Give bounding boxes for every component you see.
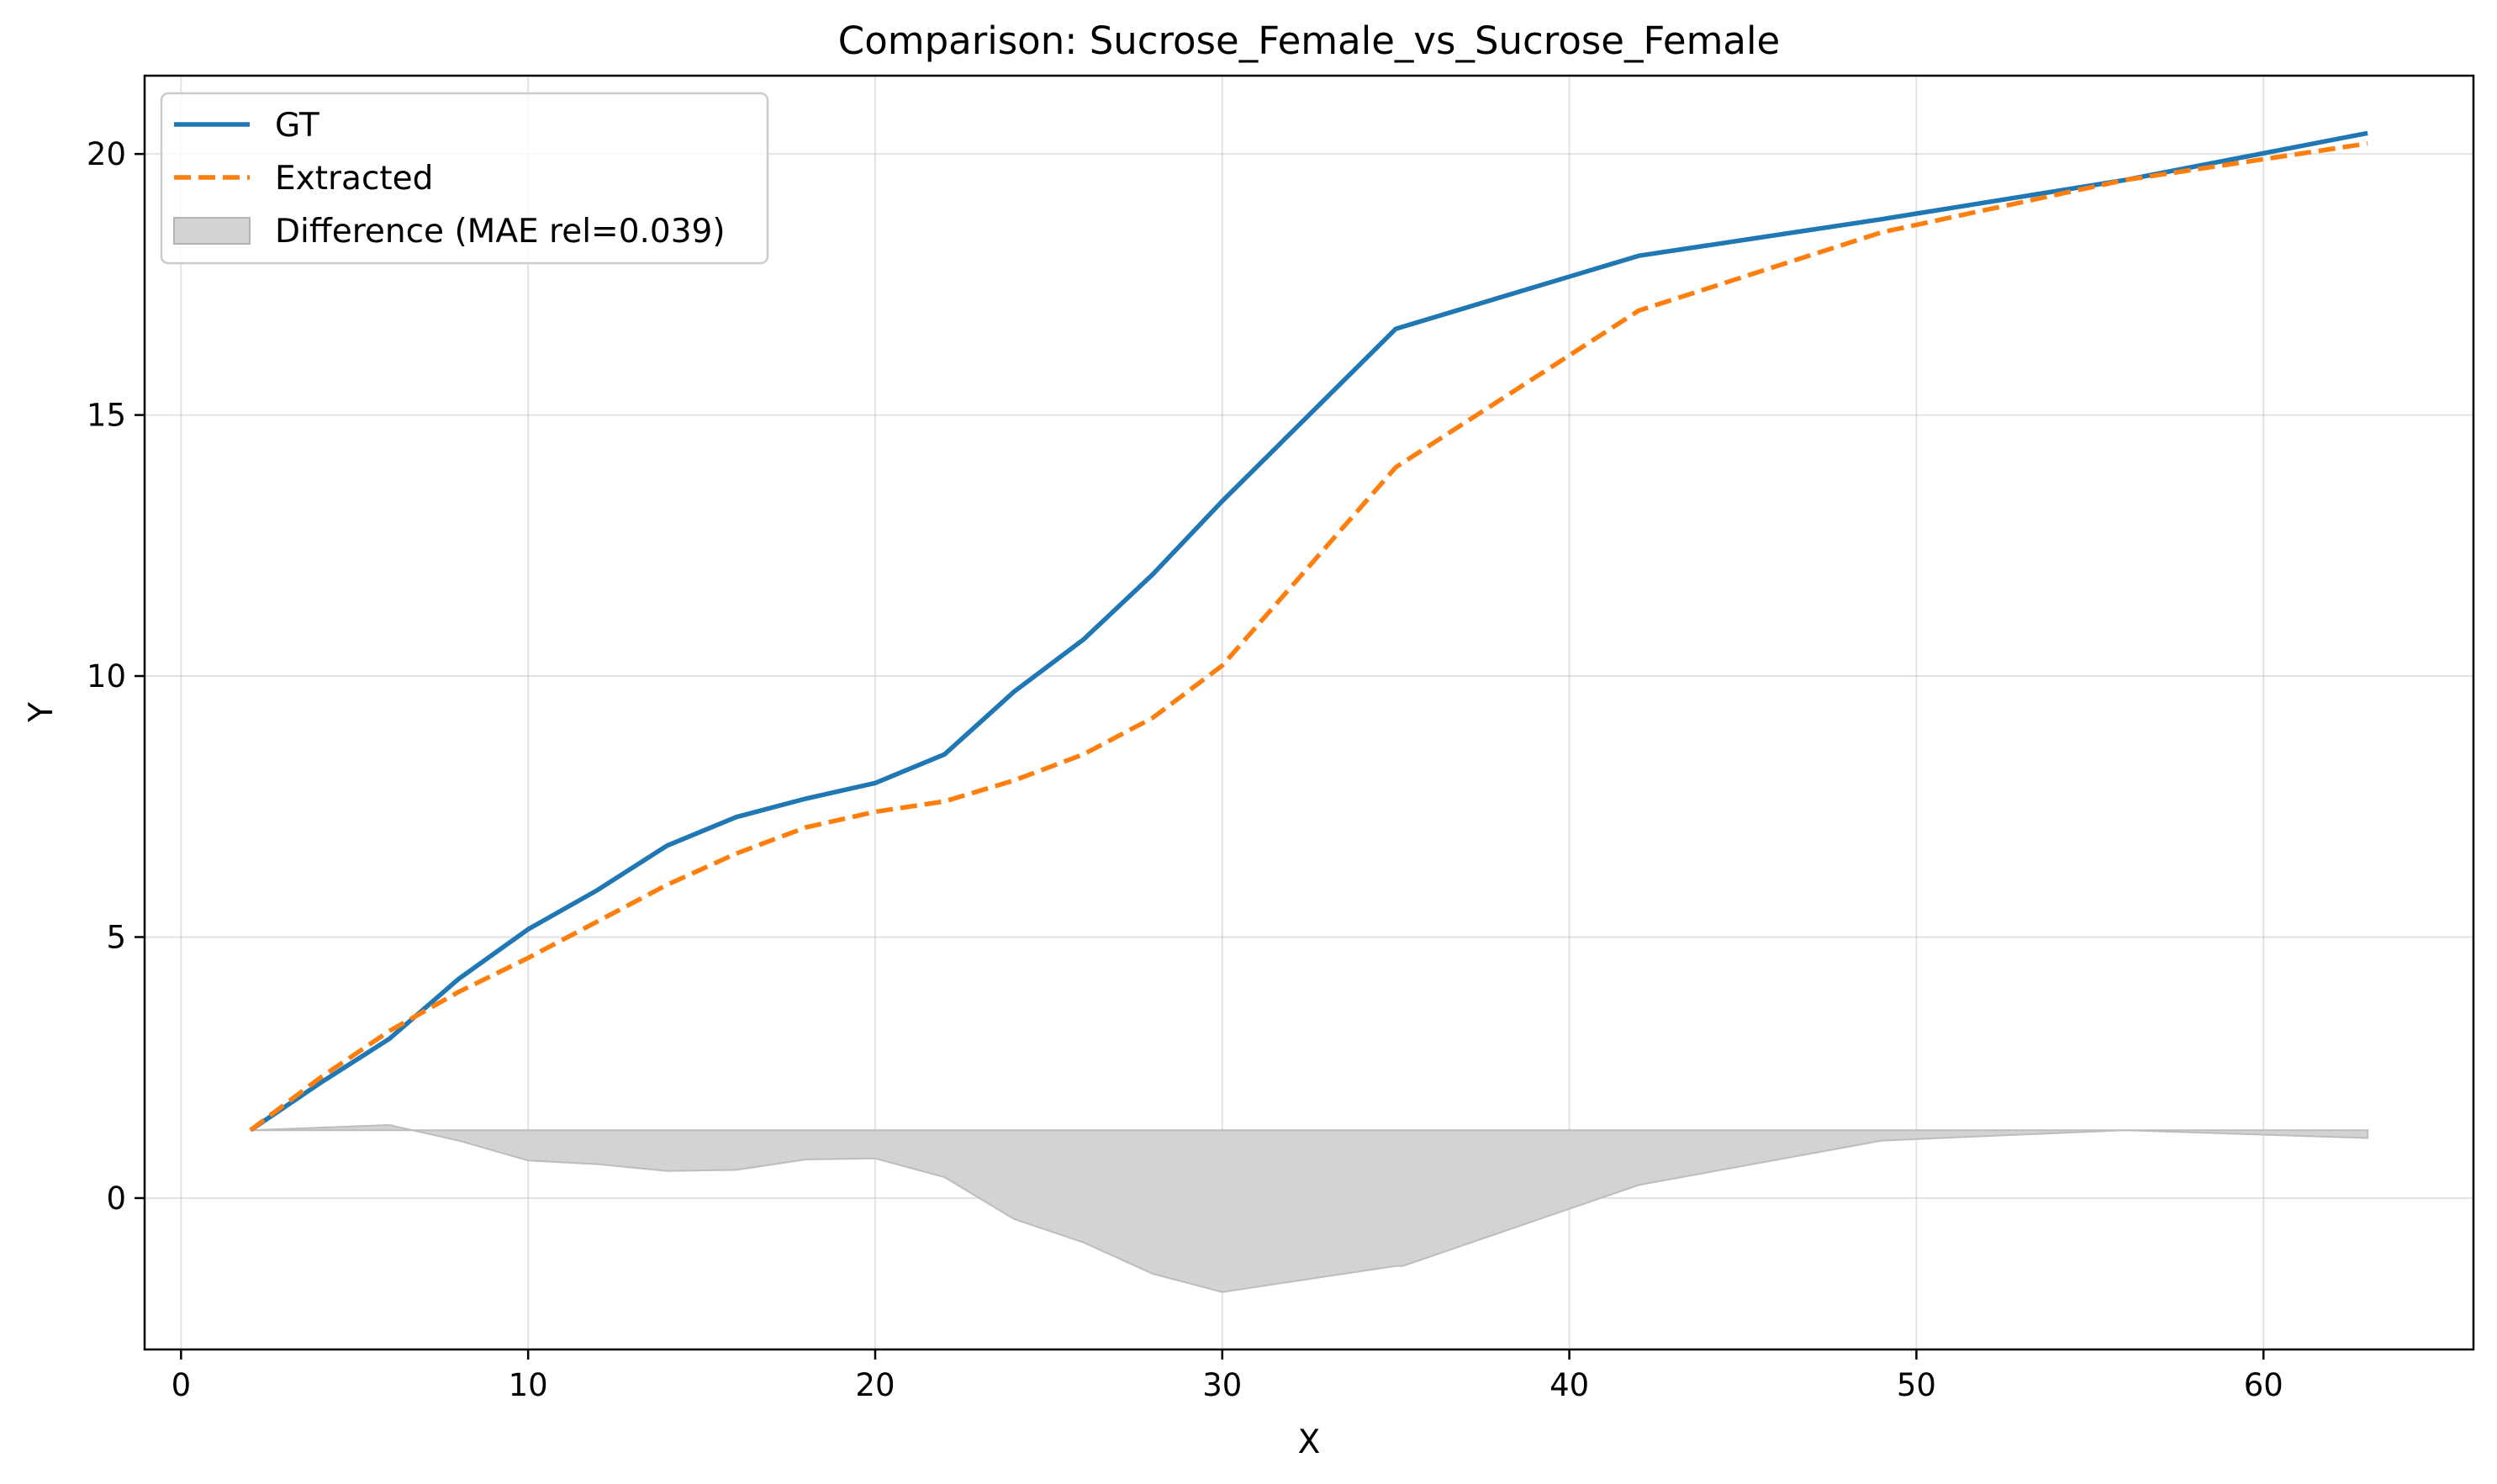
- legend-difference-swatch: [173, 217, 251, 245]
- difference-area: [250, 1123, 2369, 1293]
- chart-title: Comparison: Sucrose_Female_vs_Sucrose_Fe…: [838, 18, 1780, 63]
- series-line-extracted: [249, 140, 2368, 1133]
- plot-frame: [143, 74, 2475, 1351]
- x-tick-label: 20: [855, 1367, 895, 1403]
- x-tick-label: 40: [1549, 1367, 1589, 1403]
- legend-gt-label: GT: [275, 107, 319, 145]
- y-tick-label: 0: [106, 1180, 126, 1217]
- x-tick-label: 60: [2244, 1367, 2283, 1403]
- y-tick-label: 10: [87, 658, 126, 694]
- legend-difference-label: Difference (MAE rel=0.039): [275, 213, 726, 251]
- y-axis-label: Y: [23, 702, 61, 723]
- y-tick-label: 15: [87, 398, 126, 434]
- legend-frame: [160, 92, 769, 265]
- y-tick-label: 20: [87, 136, 126, 172]
- legend-extracted-label: Extracted: [275, 160, 433, 198]
- x-tick-label: 50: [1897, 1367, 1936, 1403]
- y-tick-label: 5: [106, 919, 126, 955]
- difference-fill: [250, 1123, 2369, 1293]
- series-line-gt: [249, 130, 2368, 1133]
- series-lines: [249, 130, 2368, 1133]
- axis-ticks: 0 10 20 30 40 50 60 0 5 10 15 20: [87, 136, 2283, 1403]
- x-tick-label: 30: [1202, 1367, 1242, 1403]
- legend: GT Extracted Difference (MAE rel=0.039): [160, 92, 769, 265]
- x-tick-label: 0: [172, 1367, 192, 1403]
- x-tick-label: 10: [509, 1367, 548, 1403]
- x-axis-label: X: [1298, 1423, 1321, 1461]
